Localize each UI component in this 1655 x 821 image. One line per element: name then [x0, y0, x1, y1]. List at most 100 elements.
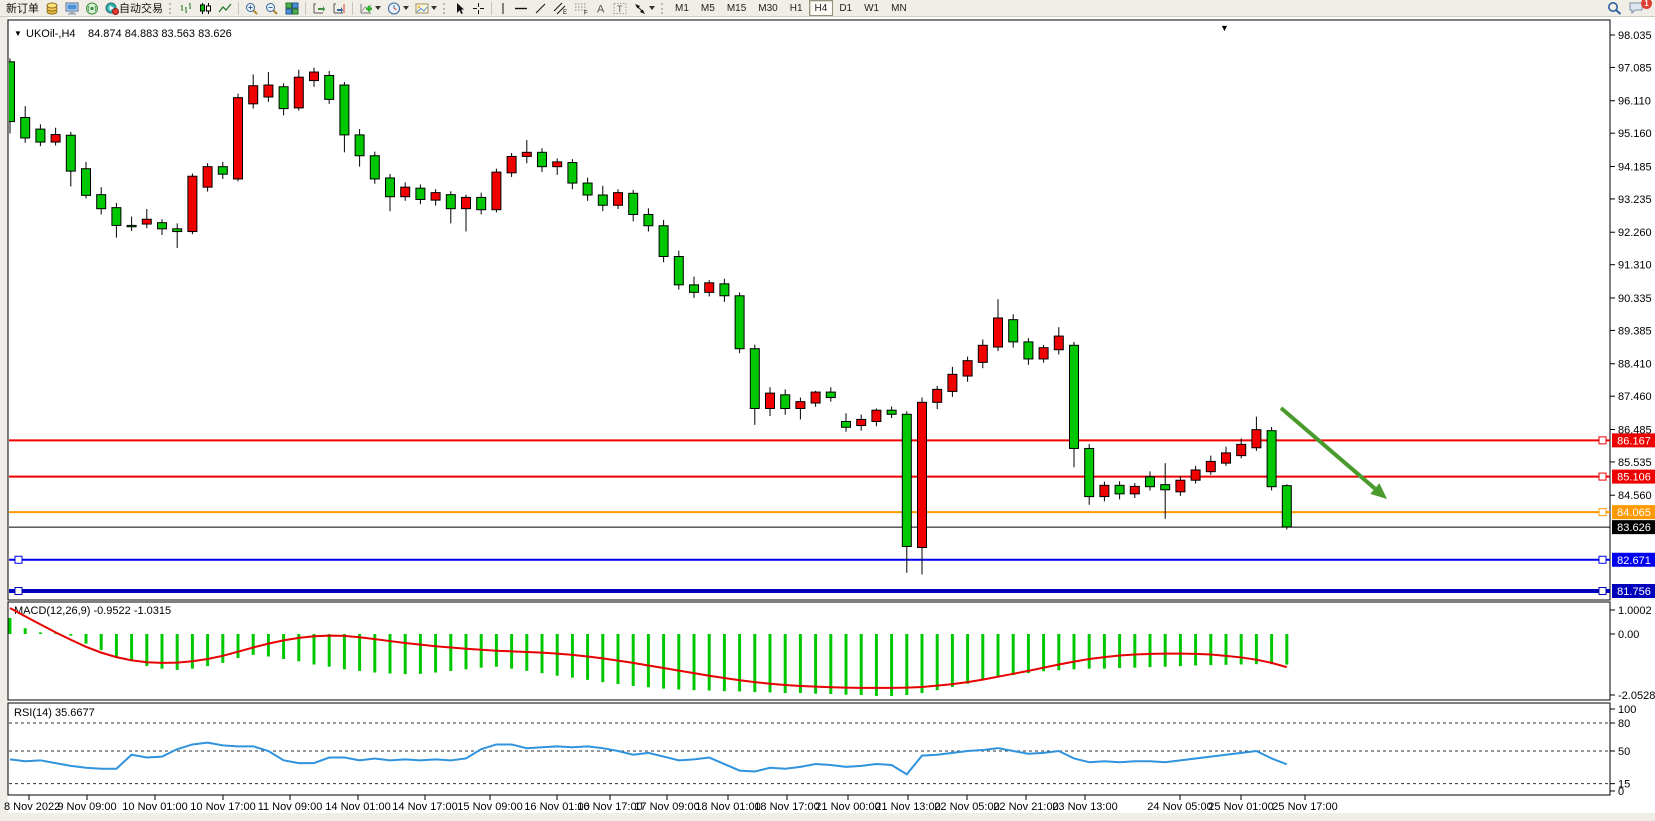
- timeframe-M30[interactable]: M30: [758, 2, 778, 14]
- notifications-button[interactable]: 1: [1625, 0, 1652, 16]
- arrows-dropdown-caret[interactable]: [649, 6, 655, 10]
- line-chart-button[interactable]: [215, 1, 235, 16]
- cursor-button[interactable]: [451, 1, 469, 16]
- templates-button[interactable]: [412, 1, 440, 16]
- candle: [1266, 430, 1277, 488]
- arrows-tool-button[interactable]: [630, 1, 658, 16]
- candle: [582, 182, 593, 196]
- templates-dropdown-caret[interactable]: [431, 6, 437, 10]
- candle: [1023, 341, 1034, 360]
- symbol-dropdown-icon[interactable]: ▼: [14, 29, 22, 38]
- candle: [506, 155, 517, 174]
- candlestick-chart-button[interactable]: [196, 1, 215, 16]
- indicators-dropdown-caret[interactable]: [375, 6, 381, 10]
- price-axis-label: 84.560: [1618, 490, 1652, 502]
- cursor-arrow-icon: [454, 2, 466, 15]
- vertical-line-button[interactable]: [495, 1, 511, 16]
- zoom-in-button[interactable]: [242, 1, 262, 16]
- timeframe-H1[interactable]: H1: [789, 2, 803, 14]
- trendline-button[interactable]: [531, 1, 550, 16]
- horizontal-line-button[interactable]: [511, 1, 531, 16]
- candle: [157, 222, 167, 230]
- time-axis-label: 24 Nov 05:00: [1147, 801, 1212, 813]
- candle: [96, 194, 107, 210]
- candle: [111, 207, 122, 226]
- chart-window[interactable]: ▼ UKOil-,H4 84.874 84.883 83.563 83.626 …: [0, 17, 1655, 821]
- chart-shift-icon: [332, 2, 346, 15]
- main-chart-pane[interactable]: [7, 19, 1611, 601]
- zoom-out-button[interactable]: [262, 1, 282, 16]
- price-level-label-box: [1612, 469, 1655, 484]
- navigator-button[interactable]: [82, 1, 102, 16]
- notification-badge: 1: [1641, 0, 1652, 9]
- candle: [400, 186, 411, 198]
- crosshair-button[interactable]: [469, 1, 488, 16]
- timeframe-MN[interactable]: MN: [891, 2, 907, 14]
- main-toolbar: 新订单 自动交易: [0, 0, 1655, 17]
- periods-dropdown-caret[interactable]: [403, 6, 409, 10]
- trend-arrow-head[interactable]: [1370, 483, 1387, 499]
- svg-text:E: E: [563, 10, 567, 15]
- line-handle[interactable]: [1598, 436, 1607, 445]
- new-order-button[interactable]: 新订单: [3, 1, 42, 16]
- market-watch-button[interactable]: [42, 1, 62, 16]
- price-levels-group: [9, 436, 1610, 596]
- line-handle[interactable]: [14, 587, 23, 596]
- price-axis[interactable]: 86.167 85.106 84.065 83.626 82.671 81.756 98.0…: [1610, 30, 1655, 599]
- auto-trading-button[interactable]: 自动交易: [102, 1, 166, 16]
- candle: [765, 392, 775, 409]
- periods-button[interactable]: [384, 1, 412, 16]
- rsi-pane[interactable]: [7, 702, 1611, 796]
- shift-marker-icon[interactable]: ▼: [1220, 23, 1229, 33]
- candle: [780, 394, 791, 409]
- line-handle[interactable]: [14, 555, 23, 564]
- text-label-button[interactable]: T: [610, 1, 630, 16]
- toolbar-grip: [169, 2, 174, 14]
- line-handle[interactable]: [1598, 587, 1607, 596]
- chart-shift-button[interactable]: [329, 1, 349, 16]
- line-handle[interactable]: [1598, 555, 1607, 564]
- candle: [1099, 484, 1110, 498]
- price-level-label-box: [1612, 505, 1655, 520]
- fibonacci-button[interactable]: F: [571, 1, 592, 16]
- timeframe-H4[interactable]: H4: [808, 0, 834, 16]
- timeframe-W1[interactable]: W1: [864, 2, 880, 14]
- candle: [841, 420, 851, 428]
- macd-pane[interactable]: [7, 601, 1611, 701]
- equidistant-channel-button[interactable]: E: [550, 1, 571, 16]
- add-indicator-icon: [359, 2, 373, 15]
- candle: [202, 166, 213, 188]
- tile-windows-icon: [285, 2, 299, 15]
- timeframe-M15[interactable]: M15: [726, 2, 747, 14]
- line-handle[interactable]: [1598, 472, 1607, 481]
- candle: [233, 97, 243, 180]
- time-axis-label: 17 Nov 09:00: [634, 801, 699, 813]
- tile-windows-button[interactable]: [282, 1, 302, 16]
- trend-arrow-line[interactable]: [1279, 406, 1377, 491]
- time-axis-label: 11 Nov 09:00: [258, 801, 323, 813]
- timeframe-D1[interactable]: D1: [839, 2, 853, 14]
- candle: [1236, 443, 1247, 457]
- price-axis-label: 87.460: [1618, 391, 1652, 403]
- search-button[interactable]: [1604, 1, 1625, 16]
- timeframe-M5[interactable]: M5: [700, 2, 715, 14]
- candle: [825, 391, 836, 399]
- auto-scroll-button[interactable]: [309, 1, 329, 16]
- data-window-button[interactable]: [62, 1, 82, 16]
- svg-text:F: F: [584, 10, 588, 15]
- rsi-group: 100 80 50 150: [9, 704, 1636, 798]
- price-axis-label: 88.410: [1618, 359, 1652, 371]
- timeframe-M1[interactable]: M1: [675, 2, 689, 14]
- candle: [977, 344, 988, 363]
- text-tool-button[interactable]: A: [592, 1, 610, 16]
- bar-chart-button[interactable]: [177, 1, 196, 16]
- candle: [9, 61, 15, 123]
- time-axis-label: 21 Nov 13:00: [875, 801, 940, 813]
- time-axis-label: 14 Nov 01:00: [325, 801, 390, 813]
- price-level-label-box: [1612, 520, 1655, 535]
- line-handle[interactable]: [1598, 508, 1607, 517]
- candle: [1175, 479, 1186, 493]
- candle: [689, 284, 699, 293]
- indicators-button[interactable]: [356, 1, 384, 16]
